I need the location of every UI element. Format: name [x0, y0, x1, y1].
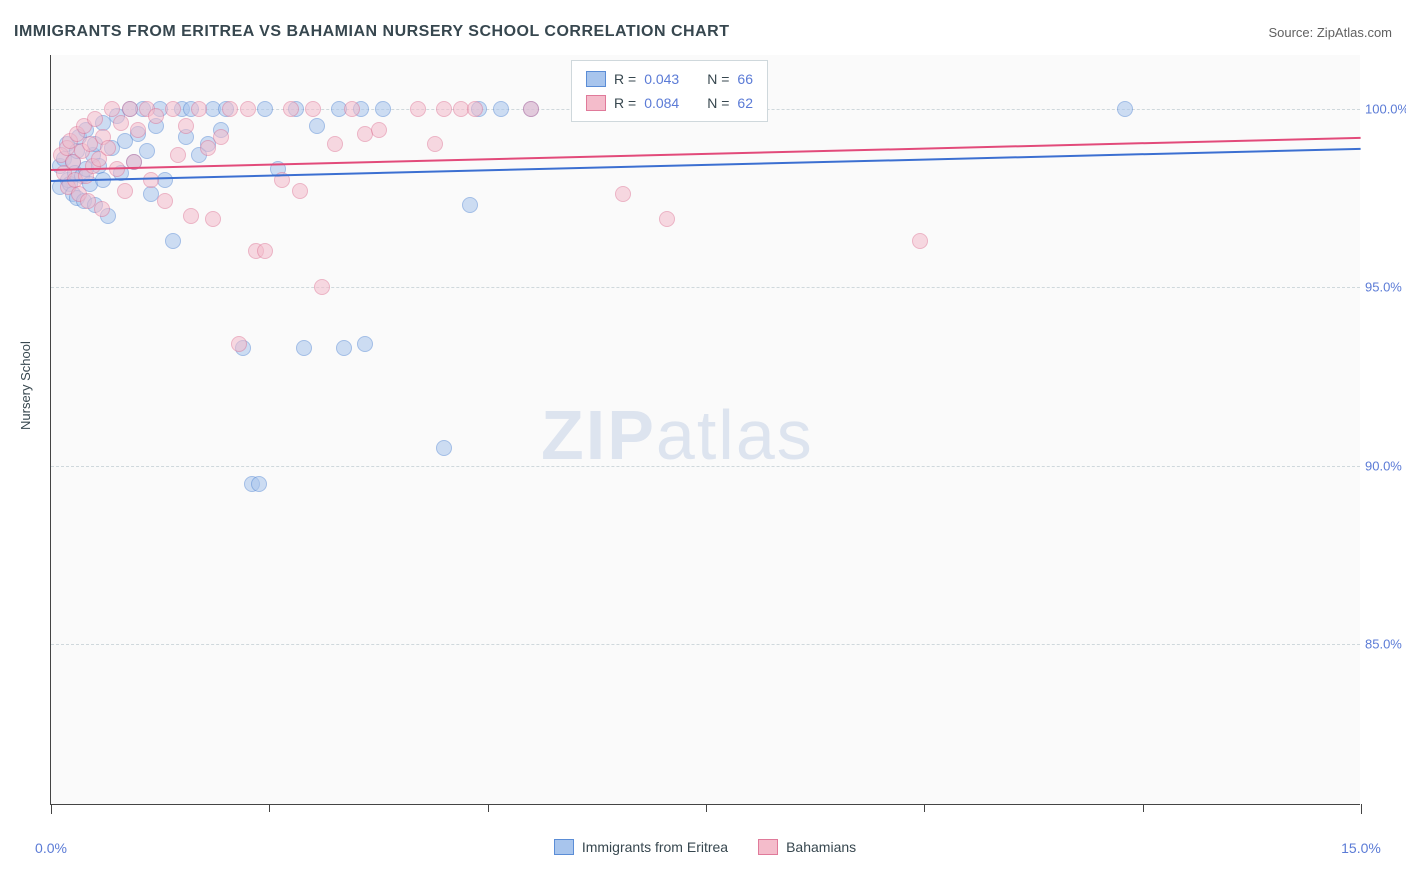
scatter-point [523, 101, 539, 117]
scatter-point [296, 340, 312, 356]
legend-stats-row: R = 0.084 N = 62 [586, 91, 753, 115]
scatter-point [427, 136, 443, 152]
scatter-point [117, 183, 133, 199]
source-attribution: Source: ZipAtlas.com [1268, 25, 1392, 40]
scatter-point [222, 101, 238, 117]
r-label: R = [614, 71, 636, 87]
scatter-point [375, 101, 391, 117]
legend-item-series-0: Immigrants from Eritrea [554, 839, 728, 855]
chart-title: IMMIGRANTS FROM ERITREA VS BAHAMIAN NURS… [14, 23, 729, 41]
watermark: ZIPatlas [541, 395, 814, 475]
plot-area: ZIPatlas 85.0%90.0%95.0%100.0%0.0%15.0%R… [50, 55, 1360, 805]
scatter-point [410, 101, 426, 117]
scatter-point [436, 101, 452, 117]
scatter-point [467, 101, 483, 117]
scatter-point [292, 183, 308, 199]
n-value: 62 [737, 95, 753, 111]
scatter-point [165, 233, 181, 249]
legend-label-0: Immigrants from Eritrea [582, 839, 728, 855]
scatter-point [436, 440, 452, 456]
chart-container: IMMIGRANTS FROM ERITREA VS BAHAMIAN NURS… [0, 0, 1406, 892]
scatter-point [87, 111, 103, 127]
scatter-point [305, 101, 321, 117]
scatter-point [100, 140, 116, 156]
r-value: 0.043 [644, 71, 679, 87]
scatter-point [462, 197, 478, 213]
scatter-point [170, 147, 186, 163]
scatter-point [309, 118, 325, 134]
scatter-point [130, 122, 146, 138]
scatter-point [371, 122, 387, 138]
r-label: R = [614, 95, 636, 111]
scatter-point [122, 101, 138, 117]
scatter-point [200, 140, 216, 156]
scatter-point [143, 172, 159, 188]
legend-stats-box: R = 0.043 N = 66 R = 0.084 N = 62 [571, 60, 768, 122]
x-tick-mark [51, 804, 52, 814]
y-tick-label: 100.0% [1365, 101, 1406, 116]
y-tick-label: 90.0% [1365, 458, 1406, 473]
scatter-point [183, 208, 199, 224]
scatter-point [283, 101, 299, 117]
scatter-point [659, 211, 675, 227]
scatter-point [139, 143, 155, 159]
legend-item-series-1: Bahamians [758, 839, 856, 855]
x-tick-mark [269, 804, 270, 812]
y-gridline [51, 644, 1360, 645]
legend-swatch [586, 95, 606, 111]
bottom-legend: Immigrants from Eritrea Bahamians [50, 832, 1360, 862]
watermark-atlas: atlas [656, 396, 814, 474]
scatter-point [327, 136, 343, 152]
scatter-point [357, 336, 373, 352]
legend-stats-row: R = 0.043 N = 66 [586, 67, 753, 91]
watermark-zip: ZIP [541, 396, 656, 474]
legend-swatch [586, 71, 606, 87]
x-tick-mark [706, 804, 707, 812]
legend-swatch-1 [758, 839, 778, 855]
scatter-point [205, 211, 221, 227]
r-value: 0.084 [644, 95, 679, 111]
scatter-point [94, 201, 110, 217]
title-bar: IMMIGRANTS FROM ERITREA VS BAHAMIAN NURS… [14, 18, 1392, 46]
x-tick-mark [924, 804, 925, 812]
scatter-point [257, 101, 273, 117]
scatter-point [165, 101, 181, 117]
y-tick-label: 85.0% [1365, 637, 1406, 652]
y-gridline [51, 287, 1360, 288]
scatter-point [314, 279, 330, 295]
scatter-point [113, 115, 129, 131]
n-label: N = [707, 71, 729, 87]
scatter-point [213, 129, 229, 145]
y-gridline [51, 466, 1360, 467]
scatter-point [148, 108, 164, 124]
scatter-point [178, 118, 194, 134]
scatter-point [191, 101, 207, 117]
x-tick-mark [1143, 804, 1144, 812]
scatter-point [336, 340, 352, 356]
scatter-point [257, 243, 273, 259]
scatter-point [1117, 101, 1133, 117]
legend-label-1: Bahamians [786, 839, 856, 855]
x-tick-mark [1361, 804, 1362, 814]
legend-swatch-0 [554, 839, 574, 855]
x-tick-mark [488, 804, 489, 812]
scatter-point [251, 476, 267, 492]
scatter-point [912, 233, 928, 249]
scatter-point [344, 101, 360, 117]
scatter-point [493, 101, 509, 117]
scatter-point [231, 336, 247, 352]
n-value: 66 [737, 71, 753, 87]
y-tick-label: 95.0% [1365, 280, 1406, 295]
n-label: N = [707, 95, 729, 111]
scatter-point [615, 186, 631, 202]
scatter-point [240, 101, 256, 117]
scatter-point [157, 193, 173, 209]
y-axis-label: Nursery School [18, 341, 33, 430]
